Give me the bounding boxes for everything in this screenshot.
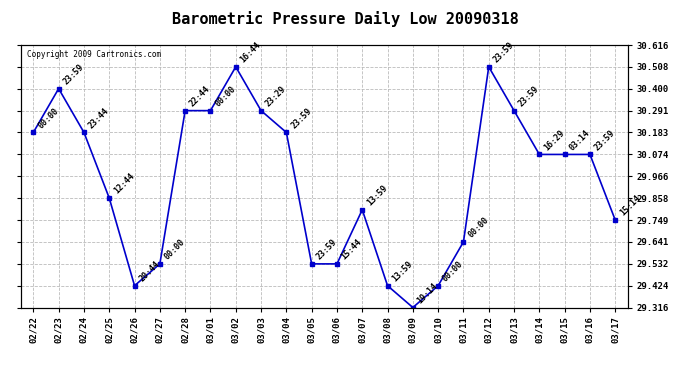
Text: 23:59: 23:59 [517,84,541,108]
Text: 15:14: 15:14 [618,194,642,218]
Text: 15:44: 15:44 [339,238,364,262]
Text: 19:14: 19:14 [415,281,440,305]
Text: 16:44: 16:44 [239,40,263,64]
Text: 00:00: 00:00 [213,84,237,108]
Text: 23:44: 23:44 [87,106,111,130]
Text: Barometric Pressure Daily Low 20090318: Barometric Pressure Daily Low 20090318 [172,11,518,27]
Text: 23:59: 23:59 [593,128,617,152]
Text: 23:29: 23:29 [264,84,288,108]
Text: 03:14: 03:14 [567,128,591,152]
Text: 20:44: 20:44 [137,260,161,284]
Text: 00:00: 00:00 [36,106,60,130]
Text: Copyright 2009 Cartronics.com: Copyright 2009 Cartronics.com [27,50,161,59]
Text: 23:59: 23:59 [61,62,86,87]
Text: 00:00: 00:00 [466,216,491,240]
Text: 23:59: 23:59 [289,106,313,130]
Text: 13:59: 13:59 [391,260,415,284]
Text: 23:59: 23:59 [315,238,339,262]
Text: 12:44: 12:44 [112,172,136,196]
Text: 00:00: 00:00 [163,238,187,262]
Text: 22:44: 22:44 [188,84,212,108]
Text: 16:29: 16:29 [542,128,566,152]
Text: 23:59: 23:59 [491,40,515,64]
Text: 13:59: 13:59 [365,183,389,208]
Text: 00:00: 00:00 [441,260,465,284]
